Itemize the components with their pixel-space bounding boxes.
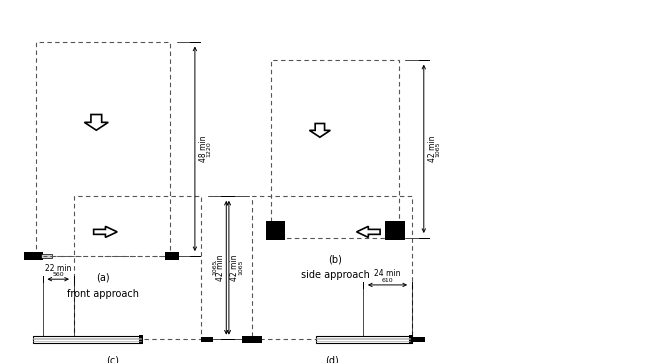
Text: 1065: 1065 <box>212 260 217 276</box>
Text: (b): (b) <box>328 254 342 264</box>
Text: 1065: 1065 <box>436 141 441 156</box>
Text: front approach: front approach <box>67 289 139 299</box>
Text: 42 min: 42 min <box>428 135 437 162</box>
Bar <box>139 335 143 344</box>
Text: (a): (a) <box>96 272 110 282</box>
Bar <box>36 42 170 256</box>
Text: 1065: 1065 <box>238 260 243 276</box>
Polygon shape <box>84 114 108 130</box>
Bar <box>33 336 141 343</box>
Bar <box>74 196 201 339</box>
Text: (d): (d) <box>325 356 339 363</box>
Bar <box>271 60 399 238</box>
Bar <box>242 336 262 343</box>
Bar <box>266 221 285 240</box>
Text: 48 min: 48 min <box>199 135 208 162</box>
Bar <box>41 253 52 258</box>
Text: 560: 560 <box>52 272 64 277</box>
Bar <box>24 252 43 260</box>
Text: 24 min: 24 min <box>374 269 401 278</box>
Text: (c): (c) <box>106 356 118 363</box>
Bar <box>385 221 405 240</box>
Text: 42 min: 42 min <box>230 254 239 281</box>
Bar <box>201 337 213 342</box>
Text: 610: 610 <box>382 278 393 283</box>
Text: side approach: side approach <box>301 270 370 281</box>
Polygon shape <box>356 227 380 237</box>
Bar <box>252 196 412 339</box>
Polygon shape <box>309 123 330 137</box>
Text: 42 min: 42 min <box>216 254 225 281</box>
Bar <box>412 337 425 342</box>
Bar <box>409 335 413 344</box>
Bar <box>165 252 179 260</box>
Text: 1220: 1220 <box>207 141 212 157</box>
Polygon shape <box>94 227 117 237</box>
Text: 22 min: 22 min <box>45 264 71 273</box>
Bar <box>316 336 412 343</box>
